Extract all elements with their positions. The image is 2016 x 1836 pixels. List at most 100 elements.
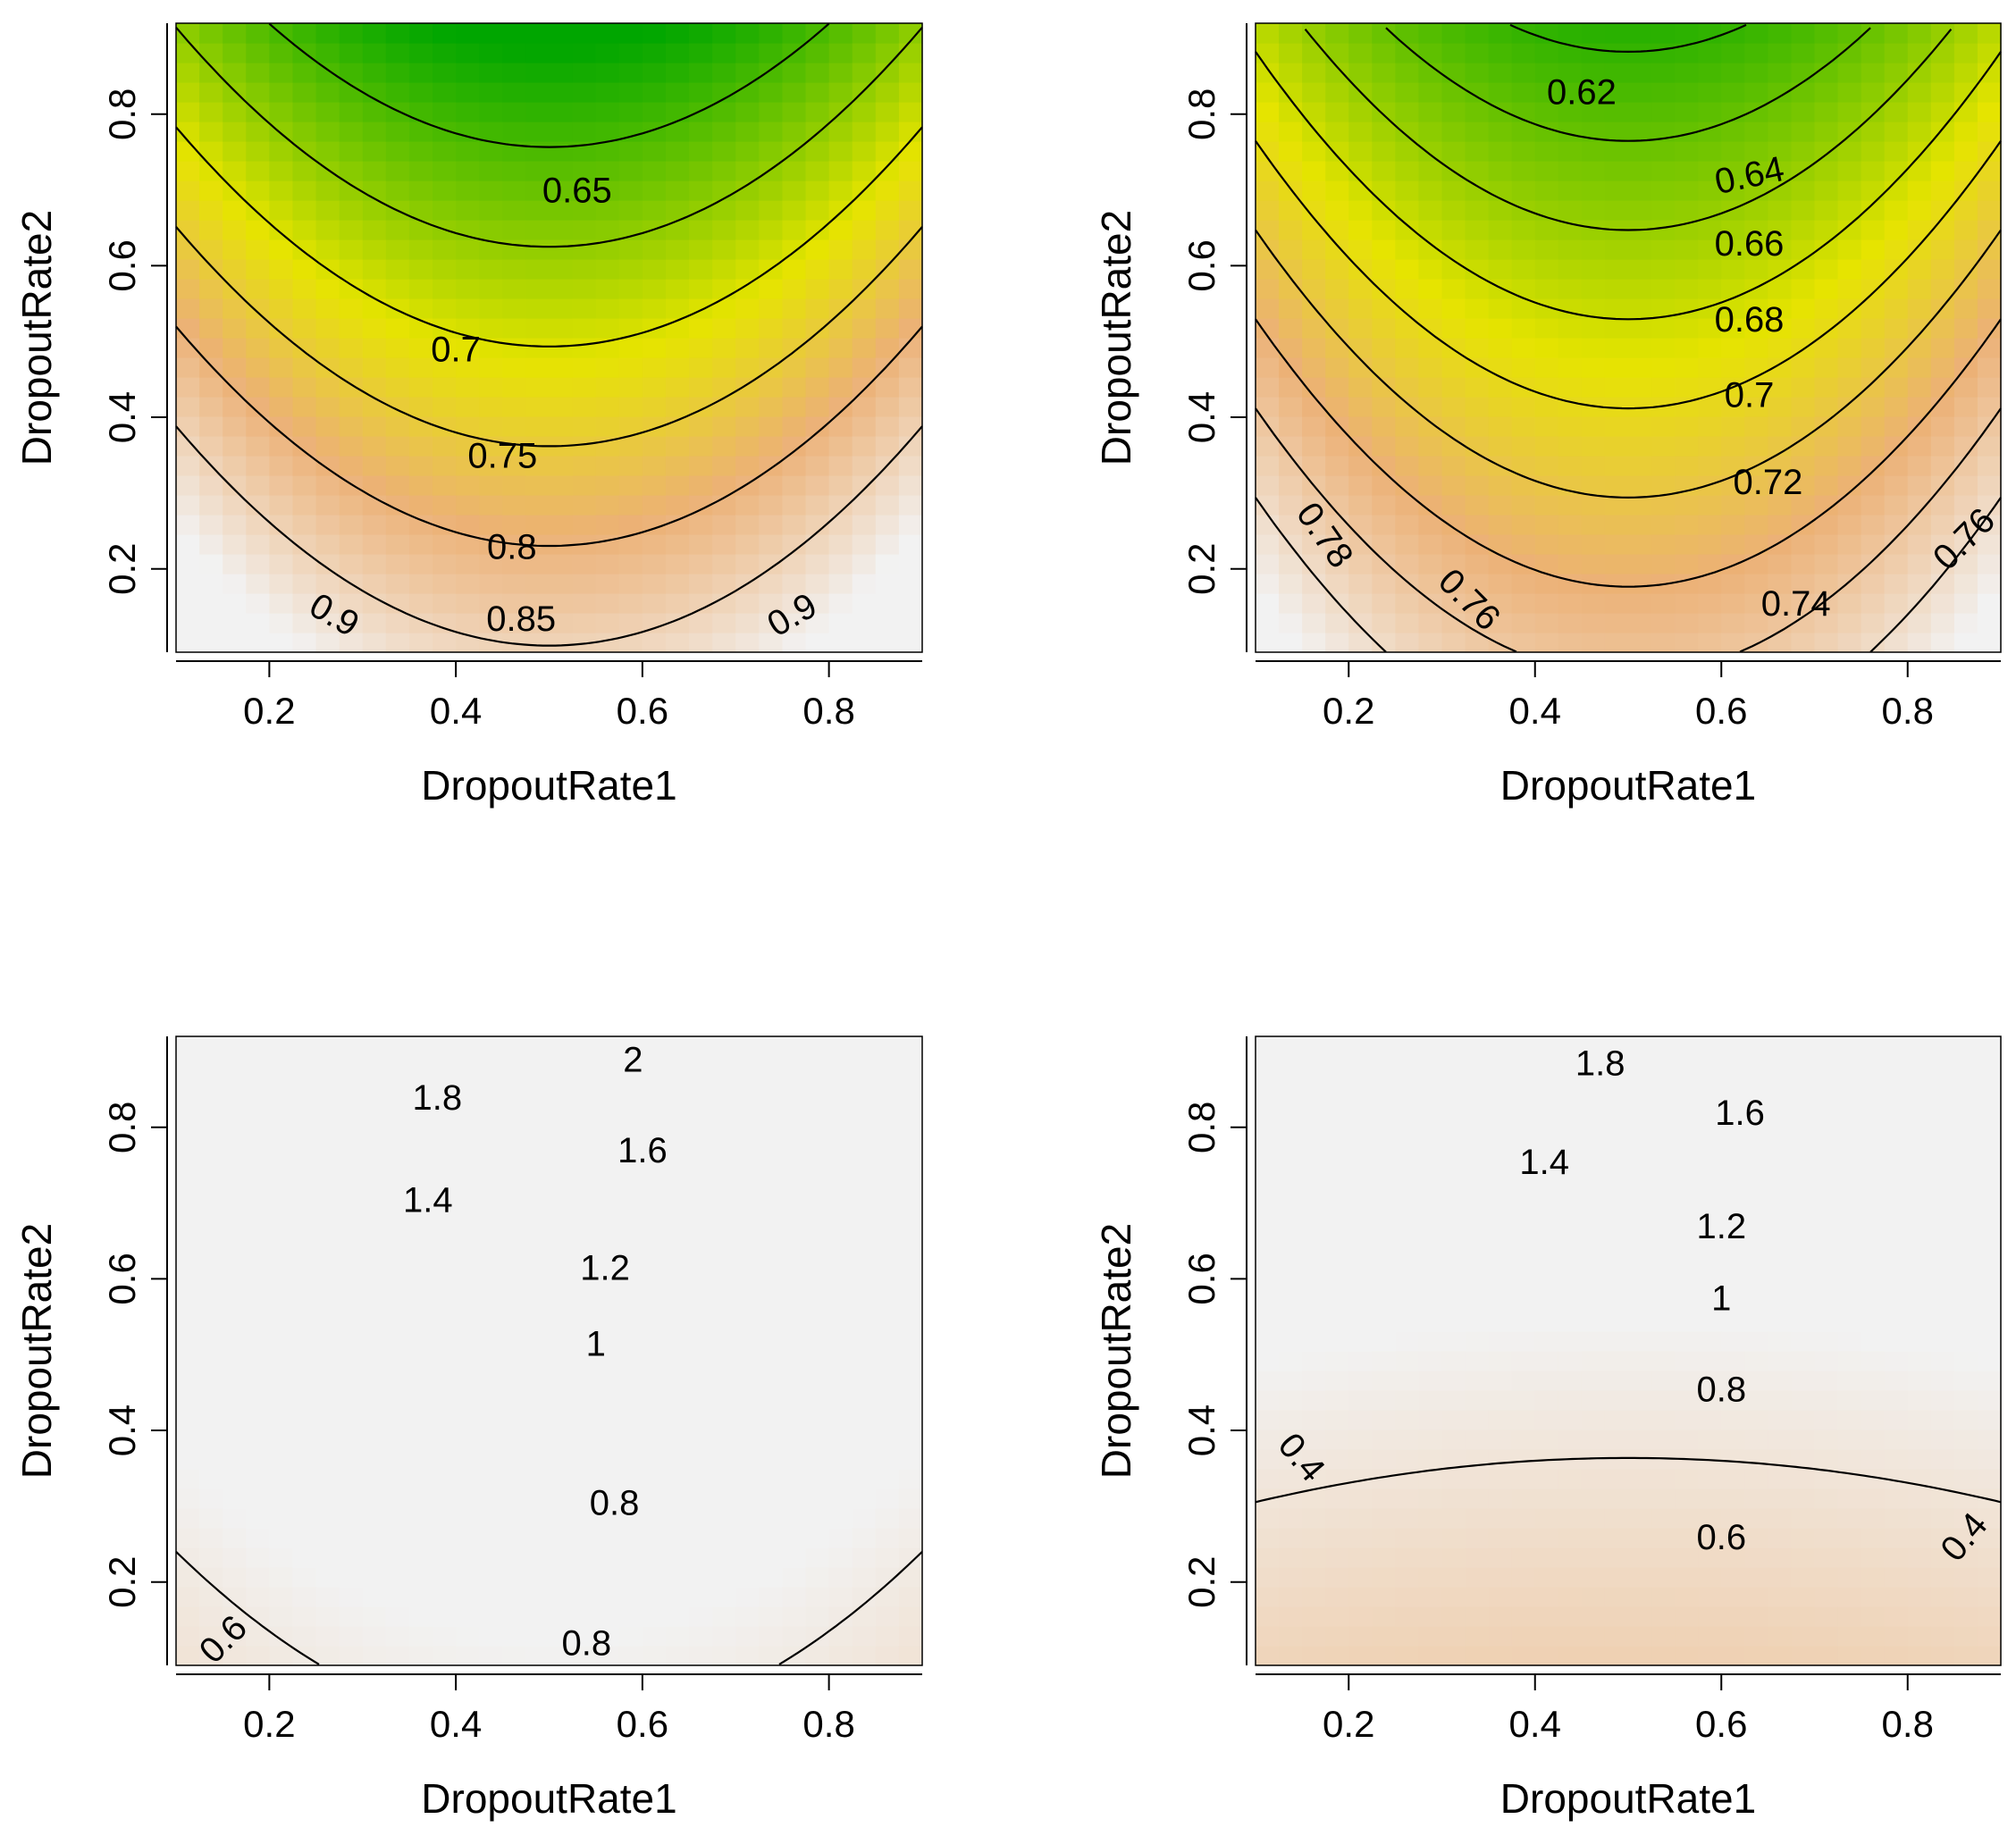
heatmap-cell — [1721, 63, 1745, 83]
heatmap-cell — [1721, 1194, 1745, 1214]
heatmap-cell — [433, 1076, 457, 1096]
heatmap-cell — [502, 1626, 526, 1647]
heatmap-cell — [1768, 1547, 1793, 1568]
heatmap-cell — [1348, 515, 1373, 535]
heatmap-cell — [1558, 1174, 1583, 1195]
heatmap-cell — [1698, 180, 1722, 201]
heatmap-cell — [1511, 1469, 1536, 1489]
heatmap-cell — [1628, 475, 1652, 496]
heatmap-cell — [1488, 1233, 1513, 1253]
heatmap-cell — [1768, 495, 1793, 516]
heatmap-cell — [1721, 1253, 1745, 1273]
heatmap-cell — [1441, 318, 1466, 339]
heatmap-cell — [1628, 456, 1652, 476]
heatmap-cell — [1279, 1135, 1303, 1155]
heatmap-cell — [456, 338, 480, 358]
heatmap-cell — [362, 1449, 387, 1470]
heatmap-cell — [385, 416, 410, 437]
heatmap-cell — [572, 1410, 597, 1430]
heatmap-cell — [759, 180, 784, 201]
heatmap-cell — [1861, 1312, 1886, 1332]
heatmap-cell — [1651, 1174, 1676, 1195]
heatmap-cell — [852, 1469, 877, 1489]
heatmap-cell — [269, 338, 294, 358]
heatmap-cell — [898, 82, 923, 103]
heatmap-cell — [1791, 436, 1816, 457]
heatmap-cell — [1698, 220, 1722, 240]
heatmap-cell — [199, 1390, 223, 1411]
heatmap-cell — [1418, 1095, 1443, 1116]
heatmap-cell — [1744, 1351, 1768, 1371]
heatmap-cell — [689, 515, 713, 535]
heatmap-cell — [1279, 141, 1303, 162]
heatmap-cell — [1581, 1095, 1606, 1116]
heatmap-cell — [1604, 1606, 1629, 1627]
heatmap-cell — [315, 633, 340, 653]
heatmap-cell — [433, 102, 457, 122]
heatmap-cell — [1791, 1429, 1816, 1450]
heatmap-cell — [1651, 1429, 1676, 1450]
heatmap-cell — [1814, 1312, 1839, 1332]
heatmap-cell — [1465, 180, 1490, 201]
heatmap-cell — [525, 63, 550, 83]
heatmap-cell — [1348, 1587, 1373, 1607]
heatmap-cell — [1698, 397, 1722, 417]
heatmap-cell — [1558, 318, 1583, 339]
contour-label-group: 1.2 — [580, 1249, 630, 1288]
heatmap-cell — [408, 1233, 433, 1253]
heatmap-cell — [246, 1410, 270, 1430]
heatmap-cell — [1395, 1233, 1420, 1253]
heatmap-cell — [1628, 180, 1652, 201]
heatmap-cell — [1791, 43, 1816, 63]
heatmap-cell — [1488, 1331, 1513, 1352]
heatmap-cell — [782, 1253, 807, 1273]
heatmap-cell — [408, 338, 433, 358]
heatmap-cell — [315, 593, 340, 614]
heatmap-cell — [1581, 82, 1606, 103]
heatmap-cell — [1418, 279, 1443, 299]
heatmap-cell — [246, 377, 270, 398]
heatmap-cell — [1814, 1429, 1839, 1450]
heatmap-cell — [292, 1587, 317, 1607]
heatmap-cell — [1651, 1469, 1676, 1489]
heatmap-cell — [1698, 1154, 1722, 1175]
heatmap-cell — [362, 357, 387, 378]
heatmap-cell — [525, 1194, 550, 1214]
heatmap-cell — [1372, 1036, 1396, 1057]
heatmap-cell — [1395, 200, 1420, 221]
heatmap-cell — [1488, 1292, 1513, 1312]
heatmap-cell — [572, 1233, 597, 1253]
heatmap-cell — [1791, 633, 1816, 653]
heatmap-cell — [339, 1429, 364, 1450]
heatmap-cell — [782, 1587, 807, 1607]
heatmap-cell — [1791, 1469, 1816, 1489]
heatmap-cell — [1465, 63, 1490, 83]
contour-label: 1.6 — [617, 1131, 668, 1170]
heatmap-cell — [1488, 475, 1513, 496]
heatmap-cell — [362, 279, 387, 299]
heatmap-cell — [1628, 161, 1652, 181]
heatmap-cell — [479, 1253, 503, 1273]
heatmap-cell — [1628, 63, 1652, 83]
heatmap-cell — [735, 495, 760, 516]
heatmap-cell — [665, 1312, 690, 1332]
heatmap-cell — [385, 1233, 410, 1253]
heatmap-cell — [1511, 1194, 1536, 1214]
heatmap-cell — [828, 1371, 853, 1391]
heatmap-cell — [618, 1331, 643, 1352]
heatmap-cell — [315, 1312, 340, 1332]
heatmap-cell — [618, 1410, 643, 1430]
heatmap-cell — [1511, 633, 1536, 653]
heatmap-cell — [1953, 82, 1978, 103]
heatmap-cell — [385, 1154, 410, 1175]
heatmap-cell — [1953, 1056, 1978, 1077]
heatmap-cell — [549, 1272, 574, 1293]
heatmap-cell — [525, 495, 550, 516]
heatmap-cell — [525, 1135, 550, 1155]
heatmap-cell — [433, 397, 457, 417]
heatmap-cell — [385, 1429, 410, 1450]
heatmap-cell — [1884, 1213, 1909, 1234]
heatmap-cell — [1628, 1095, 1652, 1116]
heatmap-cell — [176, 515, 200, 535]
heatmap-cell — [572, 475, 597, 496]
